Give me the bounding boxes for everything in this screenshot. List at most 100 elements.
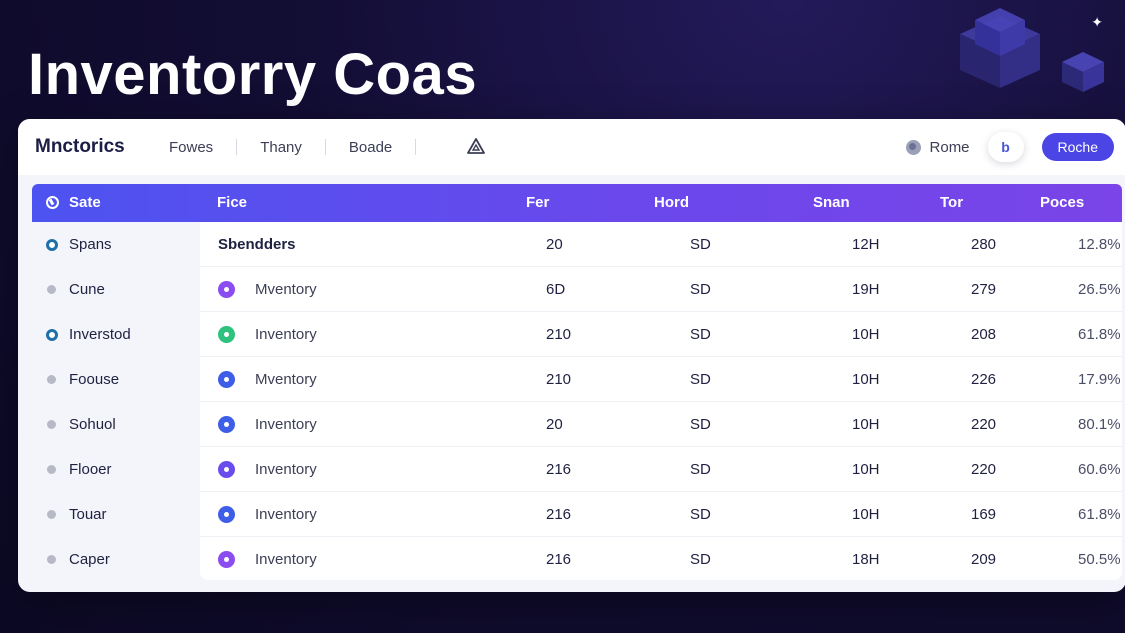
fer-cell: 6D: [546, 281, 566, 298]
snan-cell: 10H: [852, 326, 880, 343]
tor-cell: 220: [971, 461, 997, 478]
dot-icon: [47, 555, 56, 564]
fer-cell: 210: [546, 326, 572, 343]
column-header-hord[interactable]: Hord: [654, 194, 689, 211]
fer-cell: 216: [546, 506, 572, 523]
dot-icon: [47, 375, 56, 384]
table-row[interactable]: Inventory 210 SD 10H 208 61.8%: [200, 312, 1122, 357]
poces-cell: 26.5%: [1078, 281, 1121, 298]
poces-cell: 80.1%: [1078, 416, 1121, 433]
snan-cell: 19H: [852, 281, 880, 298]
sidebar-item[interactable]: Touar: [32, 492, 200, 537]
hord-cell: SD: [690, 281, 711, 298]
fer-cell: 210: [546, 371, 572, 388]
item-status-icon: [218, 416, 235, 433]
table-row[interactable]: Sbendders 20 SD 12H 280 12.8%: [200, 222, 1122, 267]
page-title: Inventorry Coas: [28, 42, 478, 107]
cube-decoration-large: [945, 6, 1055, 91]
item-name: Inventory: [255, 461, 317, 478]
sidebar-item-label: Caper: [69, 551, 110, 568]
primary-action-button[interactable]: Roche: [1041, 133, 1114, 161]
sidebar-item[interactable]: Foouse: [32, 357, 200, 402]
item-name-cell: Inventory: [218, 537, 317, 582]
sidebar: Spans Cune Inverstod Foouse Sohuol Flooer Toua…: [32, 222, 200, 582]
sidebar-item-label: Flooer: [69, 461, 112, 478]
nav-divider: [324, 139, 326, 155]
inventory-table: Sbendders 20 SD 12H 280 12.8% Mventory 6D SD 19H 2…: [200, 222, 1122, 580]
sparkle-icon: ✦: [1091, 14, 1103, 30]
brand-logo[interactable]: Mnctorics: [35, 136, 125, 157]
tor-cell: 280: [971, 236, 997, 253]
item-name: Mventory: [255, 371, 317, 388]
sidebar-item[interactable]: Sohuol: [32, 402, 200, 447]
sidebar-item-label: Inverstod: [69, 326, 131, 343]
dot-icon: [47, 285, 56, 294]
triangle-icon[interactable]: [465, 136, 487, 158]
column-header-fice[interactable]: Fice: [217, 194, 248, 211]
hord-cell: SD: [690, 461, 711, 478]
nav-item-thany[interactable]: Thany: [260, 138, 302, 156]
hord-cell: SD: [690, 416, 711, 433]
item-status-icon: [218, 326, 235, 343]
item-name: Sbendders: [218, 236, 296, 253]
poces-cell: 12.8%: [1078, 236, 1121, 253]
snan-cell: 10H: [852, 371, 880, 388]
dot-icon: [47, 420, 56, 429]
table-row[interactable]: Inventory 216 SD 18H 209 50.5%: [200, 537, 1122, 582]
column-header-state[interactable]: Sate: [69, 194, 101, 211]
top-navigation-bar: Mnctorics Fowes Thany Boade Rome b Roche: [18, 119, 1125, 175]
table-row[interactable]: Inventory 20 SD 10H 220 80.1%: [200, 402, 1122, 447]
poces-cell: 61.8%: [1078, 326, 1121, 343]
sidebar-item-label: Foouse: [69, 371, 120, 388]
nav-item-boade[interactable]: Boade: [348, 138, 393, 156]
profile-button[interactable]: b: [987, 132, 1024, 162]
column-header-fer[interactable]: Fer: [526, 194, 550, 211]
poces-cell: 61.8%: [1078, 506, 1121, 523]
tor-cell: 226: [971, 371, 997, 388]
poces-cell: 60.6%: [1078, 461, 1121, 478]
poces-cell: 50.5%: [1078, 551, 1121, 568]
hord-cell: SD: [690, 371, 711, 388]
dot-icon: [47, 465, 56, 474]
item-name-cell: Inventory: [218, 447, 317, 492]
snan-cell: 18H: [852, 551, 880, 568]
table-row[interactable]: Inventory 216 SD 10H 169 61.8%: [200, 492, 1122, 537]
item-status-icon: [218, 371, 235, 388]
item-name-cell: Mventory: [218, 357, 317, 402]
nav-divider: [415, 139, 417, 155]
poces-cell: 17.9%: [1078, 371, 1121, 388]
hord-cell: SD: [690, 236, 711, 253]
column-header-tor[interactable]: Tor: [940, 194, 964, 211]
table-row[interactable]: Mventory 6D SD 19H 279 26.5%: [200, 267, 1122, 312]
item-name-cell: Inventory: [218, 312, 317, 357]
column-header-snan[interactable]: Snan: [813, 194, 850, 211]
column-header-poces[interactable]: Poces: [1040, 194, 1085, 211]
sidebar-item-label: Sohuol: [69, 416, 116, 433]
table-header: Sate Fice Fer Hord Snan Tor Poces: [32, 184, 1122, 222]
tor-cell: 279: [971, 281, 997, 298]
tor-cell: 208: [971, 326, 997, 343]
tor-cell: 209: [971, 551, 997, 568]
item-status-icon: [218, 551, 235, 568]
top-right-actions: Rome b Roche: [905, 132, 1114, 162]
item-status-icon: [218, 461, 235, 478]
sidebar-item-label: Cune: [69, 281, 105, 298]
fer-cell: 216: [546, 461, 572, 478]
state-icon: [46, 196, 59, 209]
home-link[interactable]: Rome: [929, 138, 970, 156]
item-name-cell: Sbendders: [218, 222, 296, 267]
sidebar-item[interactable]: Flooer: [32, 447, 200, 492]
dot-icon: [47, 510, 56, 519]
hord-cell: SD: [690, 326, 711, 343]
snan-cell: 12H: [852, 236, 880, 253]
item-name-cell: Mventory: [218, 267, 317, 312]
sidebar-item[interactable]: Inverstod: [32, 312, 200, 357]
sidebar-item[interactable]: Spans: [32, 222, 200, 267]
sidebar-item[interactable]: Cune: [32, 267, 200, 312]
sidebar-item[interactable]: Caper: [32, 537, 200, 582]
table-row[interactable]: Inventory 216 SD 10H 220 60.6%: [200, 447, 1122, 492]
table-row[interactable]: Mventory 210 SD 10H 226 17.9%: [200, 357, 1122, 402]
nav-divider: [236, 139, 238, 155]
nav-item-fowes[interactable]: Fowes: [169, 138, 214, 156]
item-name: Inventory: [255, 416, 317, 433]
